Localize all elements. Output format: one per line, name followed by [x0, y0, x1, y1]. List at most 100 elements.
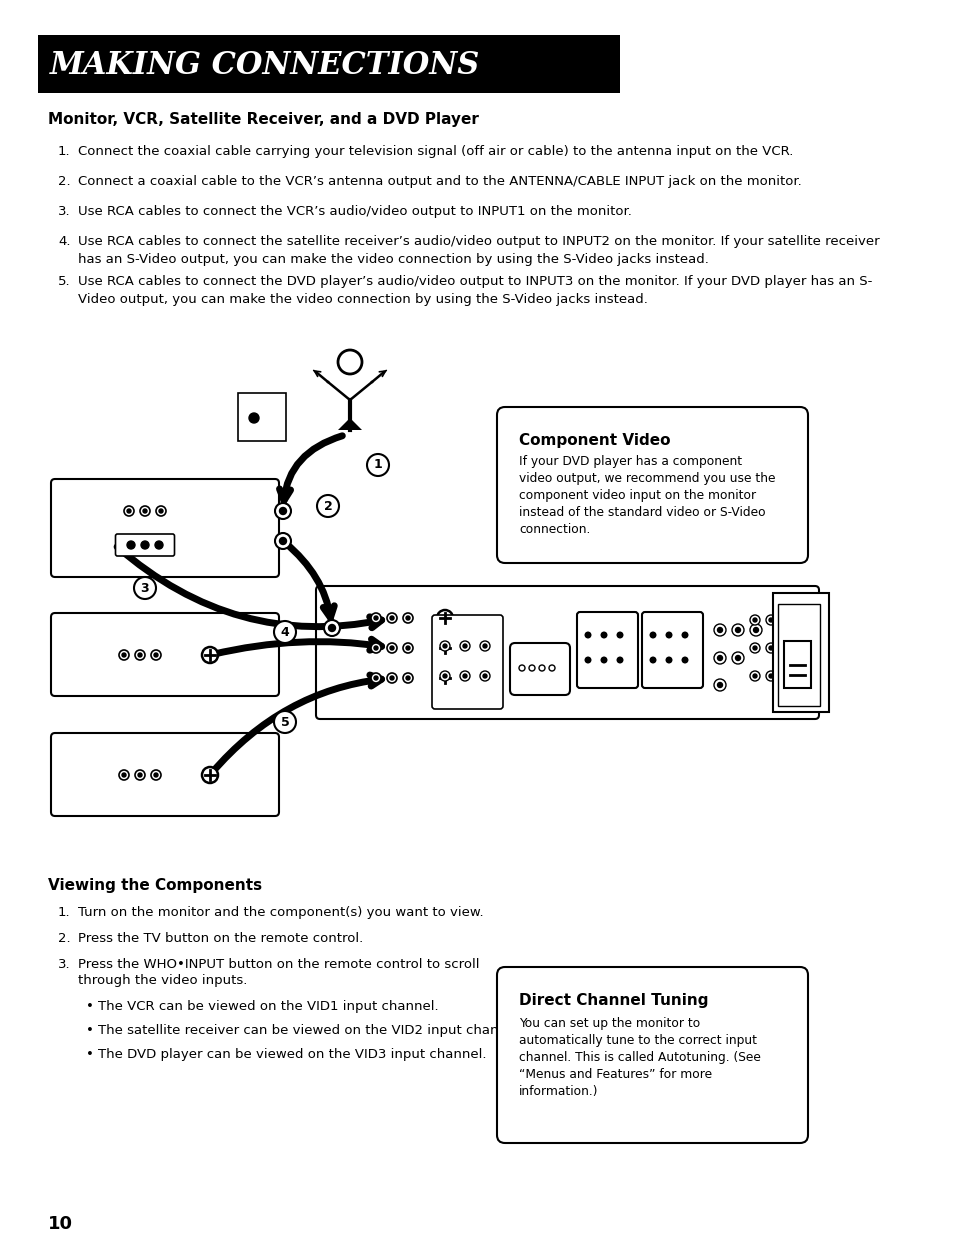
Text: 2.: 2.: [58, 932, 71, 945]
Circle shape: [801, 674, 804, 678]
Circle shape: [768, 674, 772, 678]
Circle shape: [797, 615, 807, 625]
Text: Video output, you can make the video connection by using the S-Video jacks inste: Video output, you can make the video con…: [78, 293, 647, 306]
Circle shape: [439, 641, 450, 651]
Circle shape: [151, 769, 161, 781]
Text: Viewing the Components: Viewing the Components: [48, 878, 262, 893]
FancyBboxPatch shape: [772, 593, 828, 713]
Circle shape: [717, 627, 721, 632]
Text: Use RCA cables to connect the VCR’s audio/video output to INPUT1 on the monitor.: Use RCA cables to connect the VCR’s audi…: [78, 205, 631, 219]
Circle shape: [781, 671, 791, 680]
FancyBboxPatch shape: [432, 615, 502, 709]
Circle shape: [159, 509, 163, 513]
Circle shape: [143, 509, 147, 513]
Circle shape: [374, 676, 377, 680]
Circle shape: [749, 615, 760, 625]
Circle shape: [119, 769, 129, 781]
Circle shape: [781, 615, 791, 625]
Text: 5: 5: [280, 715, 289, 729]
Circle shape: [387, 643, 396, 653]
Text: The DVD player can be viewed on the VID3 input channel.: The DVD player can be viewed on the VID3…: [98, 1049, 486, 1061]
Circle shape: [374, 616, 377, 620]
Circle shape: [274, 534, 291, 550]
Circle shape: [371, 673, 380, 683]
Circle shape: [584, 631, 591, 638]
Circle shape: [436, 671, 453, 685]
Text: 1: 1: [374, 458, 382, 472]
Circle shape: [599, 631, 607, 638]
Circle shape: [479, 641, 490, 651]
Circle shape: [274, 503, 291, 519]
FancyBboxPatch shape: [51, 613, 278, 697]
Circle shape: [406, 616, 410, 620]
Text: Use RCA cables to connect the DVD player’s audio/video output to INPUT3 on the m: Use RCA cables to connect the DVD player…: [78, 275, 871, 288]
Circle shape: [402, 643, 413, 653]
Text: 2.: 2.: [58, 175, 71, 188]
Circle shape: [151, 650, 161, 659]
Text: 1.: 1.: [58, 906, 71, 919]
Text: 1.: 1.: [58, 144, 71, 158]
Circle shape: [479, 671, 490, 680]
Text: 3.: 3.: [58, 205, 71, 219]
Text: Press the TV button on the remote control.: Press the TV button on the remote contro…: [78, 932, 363, 945]
FancyBboxPatch shape: [115, 534, 174, 556]
Circle shape: [328, 625, 335, 631]
FancyBboxPatch shape: [510, 643, 569, 695]
Circle shape: [784, 674, 788, 678]
Circle shape: [797, 671, 807, 680]
Circle shape: [387, 613, 396, 622]
Text: Use RCA cables to connect the satellite receiver’s audio/video output to INPUT2 : Use RCA cables to connect the satellite …: [78, 235, 879, 248]
FancyBboxPatch shape: [51, 734, 278, 816]
Circle shape: [680, 631, 688, 638]
Circle shape: [649, 657, 656, 663]
FancyBboxPatch shape: [641, 613, 702, 688]
Circle shape: [406, 676, 410, 680]
Circle shape: [752, 674, 757, 678]
Bar: [38, 35, 619, 93]
Circle shape: [482, 643, 486, 648]
Text: Component Video: Component Video: [518, 433, 670, 448]
Circle shape: [462, 643, 467, 648]
Circle shape: [436, 610, 453, 626]
FancyBboxPatch shape: [315, 585, 818, 719]
Circle shape: [749, 643, 760, 653]
Circle shape: [616, 631, 623, 638]
Text: 5.: 5.: [58, 275, 71, 288]
Text: The satellite receiver can be viewed on the VID2 input channel.: The satellite receiver can be viewed on …: [98, 1024, 522, 1037]
FancyBboxPatch shape: [778, 604, 820, 706]
Circle shape: [765, 615, 775, 625]
Circle shape: [156, 506, 166, 516]
Text: If your DVD player has a component
video output, we recommend you use the
compon: If your DVD player has a component video…: [518, 454, 775, 536]
Circle shape: [753, 627, 758, 632]
Circle shape: [765, 671, 775, 680]
Text: has an S-Video output, you can make the video connection by using the S-Video ja: has an S-Video output, you can make the …: [78, 253, 708, 266]
Circle shape: [390, 676, 394, 680]
Text: 3: 3: [140, 582, 150, 594]
Circle shape: [801, 618, 804, 622]
Text: Connect the coaxial cable carrying your television signal (off air or cable) to : Connect the coaxial cable carrying your …: [78, 144, 793, 158]
Circle shape: [442, 643, 447, 648]
Circle shape: [371, 613, 380, 622]
Bar: [237, 393, 286, 441]
Circle shape: [249, 412, 258, 424]
Circle shape: [402, 673, 413, 683]
Circle shape: [279, 508, 286, 515]
Circle shape: [141, 541, 149, 550]
Circle shape: [390, 646, 394, 650]
Circle shape: [154, 541, 163, 550]
Circle shape: [781, 643, 791, 653]
Circle shape: [202, 647, 218, 663]
Circle shape: [402, 613, 413, 622]
Text: Turn on the monitor and the component(s) you want to view.: Turn on the monitor and the component(s)…: [78, 906, 483, 919]
Text: Press the WHO•INPUT button on the remote control to scroll: Press the WHO•INPUT button on the remote…: [78, 958, 479, 971]
Text: Connect a coaxial cable to the VCR’s antenna output and to the ANTENNA/CABLE INP: Connect a coaxial cable to the VCR’s ant…: [78, 175, 801, 188]
Circle shape: [135, 769, 145, 781]
Circle shape: [731, 652, 743, 664]
Circle shape: [133, 577, 156, 599]
Circle shape: [324, 620, 339, 636]
FancyBboxPatch shape: [577, 613, 638, 688]
Text: Monitor, VCR, Satellite Receiver, and a DVD Player: Monitor, VCR, Satellite Receiver, and a …: [48, 112, 478, 127]
Circle shape: [127, 509, 131, 513]
Circle shape: [784, 618, 788, 622]
Circle shape: [406, 646, 410, 650]
